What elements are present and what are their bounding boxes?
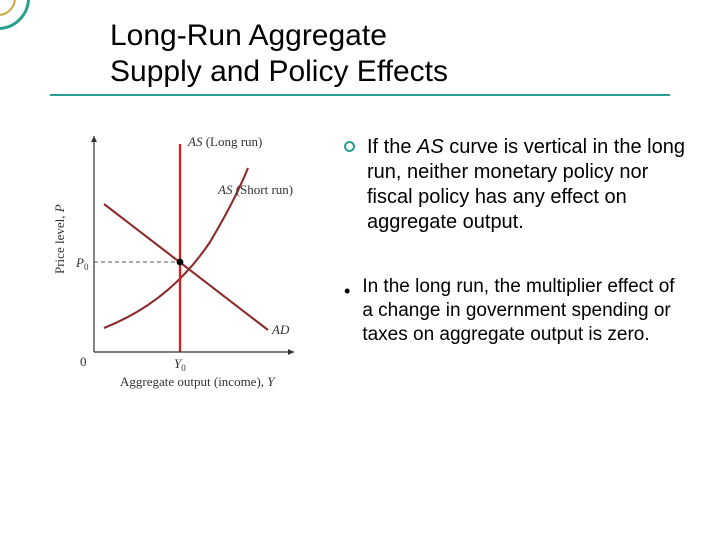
svg-text:AS (Short run): AS (Short run) — [217, 182, 293, 197]
bullet-secondary: • In the long run, the multiplier effect… — [344, 275, 690, 346]
content-row: 0 Price level, P Aggregate output (income)… — [50, 130, 690, 395]
bullet-circle-icon — [344, 141, 355, 152]
svg-text:AS (Long run): AS (Long run) — [187, 134, 262, 149]
slide-title: Long-Run Aggregate Supply and Policy Eff… — [110, 18, 670, 90]
bullet-dot-icon: • — [344, 281, 350, 302]
svg-text:AD: AD — [271, 322, 290, 337]
text-column: If the AS curve is vertical in the long … — [310, 130, 690, 395]
title-line2: Supply and Policy Effects — [110, 54, 670, 90]
bullet-primary: If the AS curve is vertical in the long … — [344, 135, 690, 235]
as-ad-chart: 0 Price level, P Aggregate output (income)… — [50, 130, 310, 395]
svg-text:Aggregate output (income), Y: Aggregate output (income), Y — [120, 374, 276, 389]
title-line1: Long-Run Aggregate — [110, 18, 670, 54]
bullet-primary-text: If the AS curve is vertical in the long … — [367, 135, 690, 235]
bullet-secondary-text: In the long run, the multiplier effect o… — [362, 275, 690, 346]
bullet-dot: • — [344, 281, 350, 301]
bp-italic: AS — [417, 136, 444, 158]
bp-prefix: If the — [367, 136, 417, 158]
svg-text:0: 0 — [80, 354, 87, 369]
svg-text:P0: P0 — [75, 255, 89, 272]
svg-text:Y0: Y0 — [174, 356, 186, 373]
title-underline — [50, 94, 670, 96]
svg-text:Price level, P: Price level, P — [52, 204, 67, 274]
